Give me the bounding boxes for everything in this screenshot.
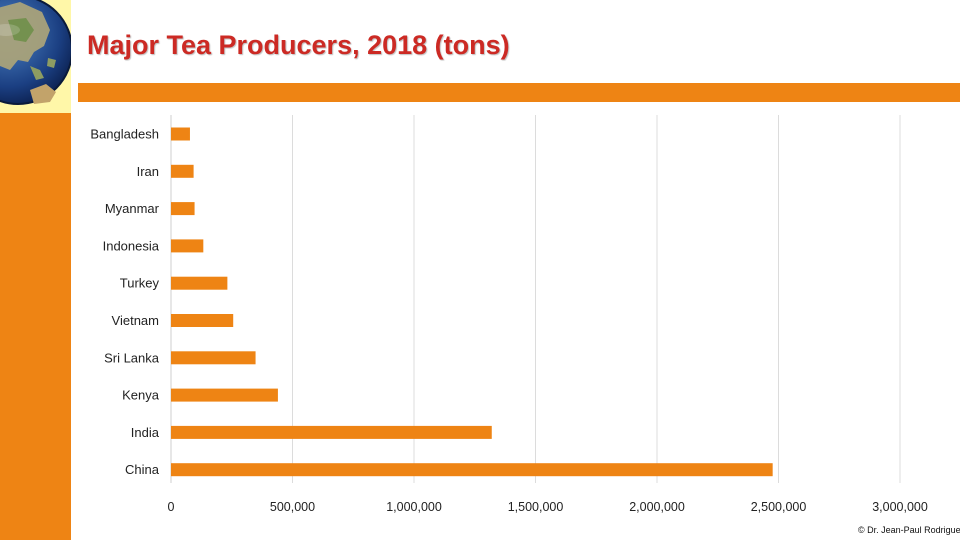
x-tick-label: 1,500,000 — [508, 500, 564, 514]
title-underline-bar — [78, 83, 960, 102]
x-tick-label: 0 — [168, 500, 175, 514]
category-label: Myanmar — [105, 201, 160, 216]
gridlines — [170, 115, 901, 483]
x-tick-label: 2,500,000 — [751, 500, 807, 514]
bar-china — [171, 463, 773, 477]
x-tick-label: 3,000,000 — [872, 500, 928, 514]
bar-indonesia — [171, 239, 204, 253]
x-tick-label: 1,000,000 — [386, 500, 442, 514]
bar-vietnam — [171, 314, 234, 327]
category-label: Indonesia — [103, 238, 160, 253]
globe-icon — [0, 0, 71, 105]
category-label: Iran — [137, 164, 159, 179]
bar-myanmar — [171, 202, 195, 216]
bars — [171, 127, 773, 477]
category-label: India — [131, 425, 160, 440]
globe-logo-panel — [0, 0, 71, 113]
bar-iran — [171, 164, 194, 178]
category-label: Kenya — [122, 388, 160, 403]
copyright-credit: © Dr. Jean-Paul Rodrigue — [858, 525, 960, 535]
category-label: Vietnam — [112, 313, 159, 328]
bar-india — [171, 425, 492, 439]
category-label: Bangladesh — [90, 127, 159, 142]
bar-bangladesh — [171, 127, 190, 141]
x-tick-labels: 0 500,000 1,000,000 1,500,000 2,000,000 2,500… — [168, 500, 928, 514]
category-labels: Bangladesh Iran Myanmar Indonesia Turkey Viet… — [90, 127, 159, 478]
x-tick-label: 2,000,000 — [629, 500, 685, 514]
bar-kenya — [171, 388, 278, 402]
bar-turkey — [171, 276, 228, 290]
bar-sri-lanka — [171, 351, 256, 365]
category-label: Turkey — [120, 276, 160, 291]
category-label: China — [125, 462, 160, 477]
slide-title: Major Tea Producers, 2018 (tons) — [87, 30, 510, 60]
x-tick-label: 500,000 — [270, 500, 315, 514]
category-label: Sri Lanka — [104, 350, 160, 365]
